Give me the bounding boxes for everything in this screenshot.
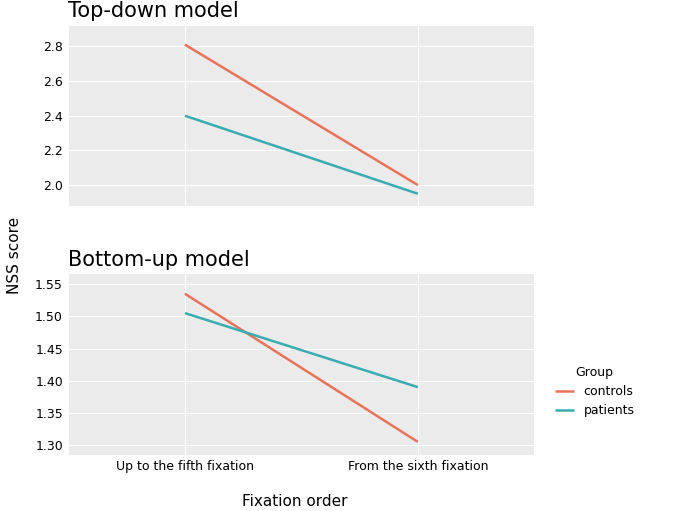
patients — [181, 310, 189, 316]
Legend: controls, patients: controls, patients — [550, 361, 640, 423]
Line: patients: patients — [185, 313, 418, 387]
Text: NSS score: NSS score — [7, 217, 22, 294]
Text: Top-down model: Top-down model — [68, 1, 239, 21]
Text: Fixation order: Fixation order — [242, 494, 347, 509]
Text: Bottom-up model: Bottom-up model — [68, 250, 250, 270]
patients — [414, 384, 422, 390]
